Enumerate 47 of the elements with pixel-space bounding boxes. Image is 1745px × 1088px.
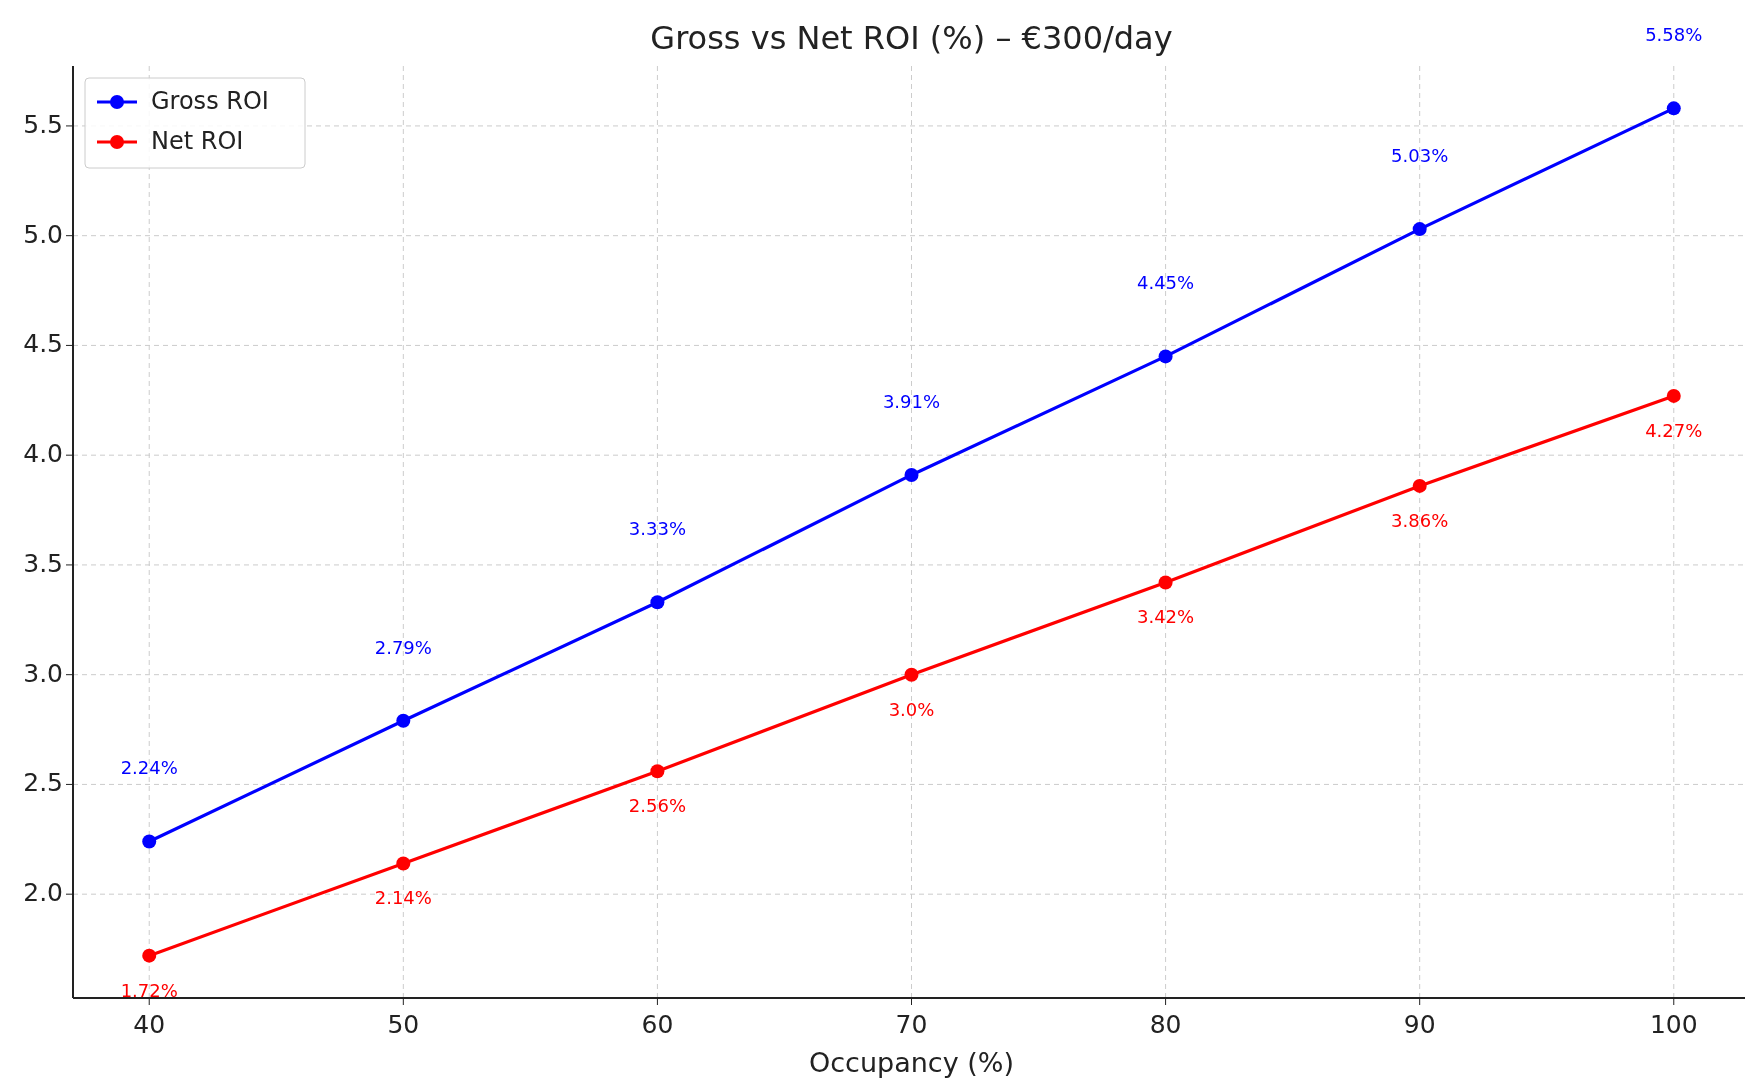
legend-label: Net ROI xyxy=(151,127,244,155)
data-label: 3.0% xyxy=(888,698,935,720)
chart-title: Gross vs Net ROI (%) – €300/day xyxy=(650,19,1173,57)
data-label: 3.86% xyxy=(1391,509,1449,531)
data-label: 4.45% xyxy=(1137,272,1195,294)
y-tick-label: 5.5 xyxy=(23,109,63,139)
y-tick-label: 2.0 xyxy=(23,878,63,908)
y-tick-label: 4.0 xyxy=(23,439,63,469)
x-tick-label: 60 xyxy=(641,1010,674,1039)
data-label: 3.42% xyxy=(1137,606,1195,628)
y-tick-label: 3.5 xyxy=(23,548,63,578)
point xyxy=(1158,349,1173,364)
x-axis-title: Occupancy (%) xyxy=(809,1046,1014,1078)
data-label: 3.33% xyxy=(628,518,686,540)
data-label: 3.91% xyxy=(882,390,941,412)
y-tick-label: 2.5 xyxy=(23,768,63,798)
y-tick-label: 4.5 xyxy=(23,329,63,359)
point xyxy=(650,595,665,610)
point xyxy=(650,764,665,779)
data-label: 2.14% xyxy=(374,887,432,909)
y-tick-label: 3.0 xyxy=(23,658,63,688)
data-label: 5.03% xyxy=(1391,145,1449,167)
point xyxy=(142,948,157,963)
data-label: 2.56% xyxy=(628,795,686,817)
legend-label: Gross ROI xyxy=(151,87,269,115)
point xyxy=(1666,101,1681,116)
x-tick-label: 50 xyxy=(387,1010,420,1039)
data-label: 2.24% xyxy=(120,757,178,779)
point xyxy=(904,667,919,682)
x-tick-label: 80 xyxy=(1149,1010,1182,1039)
data-label: 5.58% xyxy=(1645,24,1703,46)
point xyxy=(904,467,919,482)
x-tick-label: 40 xyxy=(133,1010,166,1039)
point xyxy=(1666,388,1681,403)
y-tick-label: 5.0 xyxy=(23,219,63,249)
point xyxy=(1158,575,1173,590)
x-tick-label: 90 xyxy=(1403,1010,1436,1039)
x-tick-label: 70 xyxy=(895,1010,928,1039)
data-label: 1.72% xyxy=(120,979,178,1001)
point xyxy=(142,834,157,849)
data-label: 4.27% xyxy=(1645,419,1703,441)
data-label: 2.79% xyxy=(374,636,432,658)
point xyxy=(396,856,411,871)
point xyxy=(1412,478,1427,493)
x-tick-label: 100 xyxy=(1649,1010,1698,1039)
point xyxy=(1412,222,1427,237)
point xyxy=(396,713,411,728)
